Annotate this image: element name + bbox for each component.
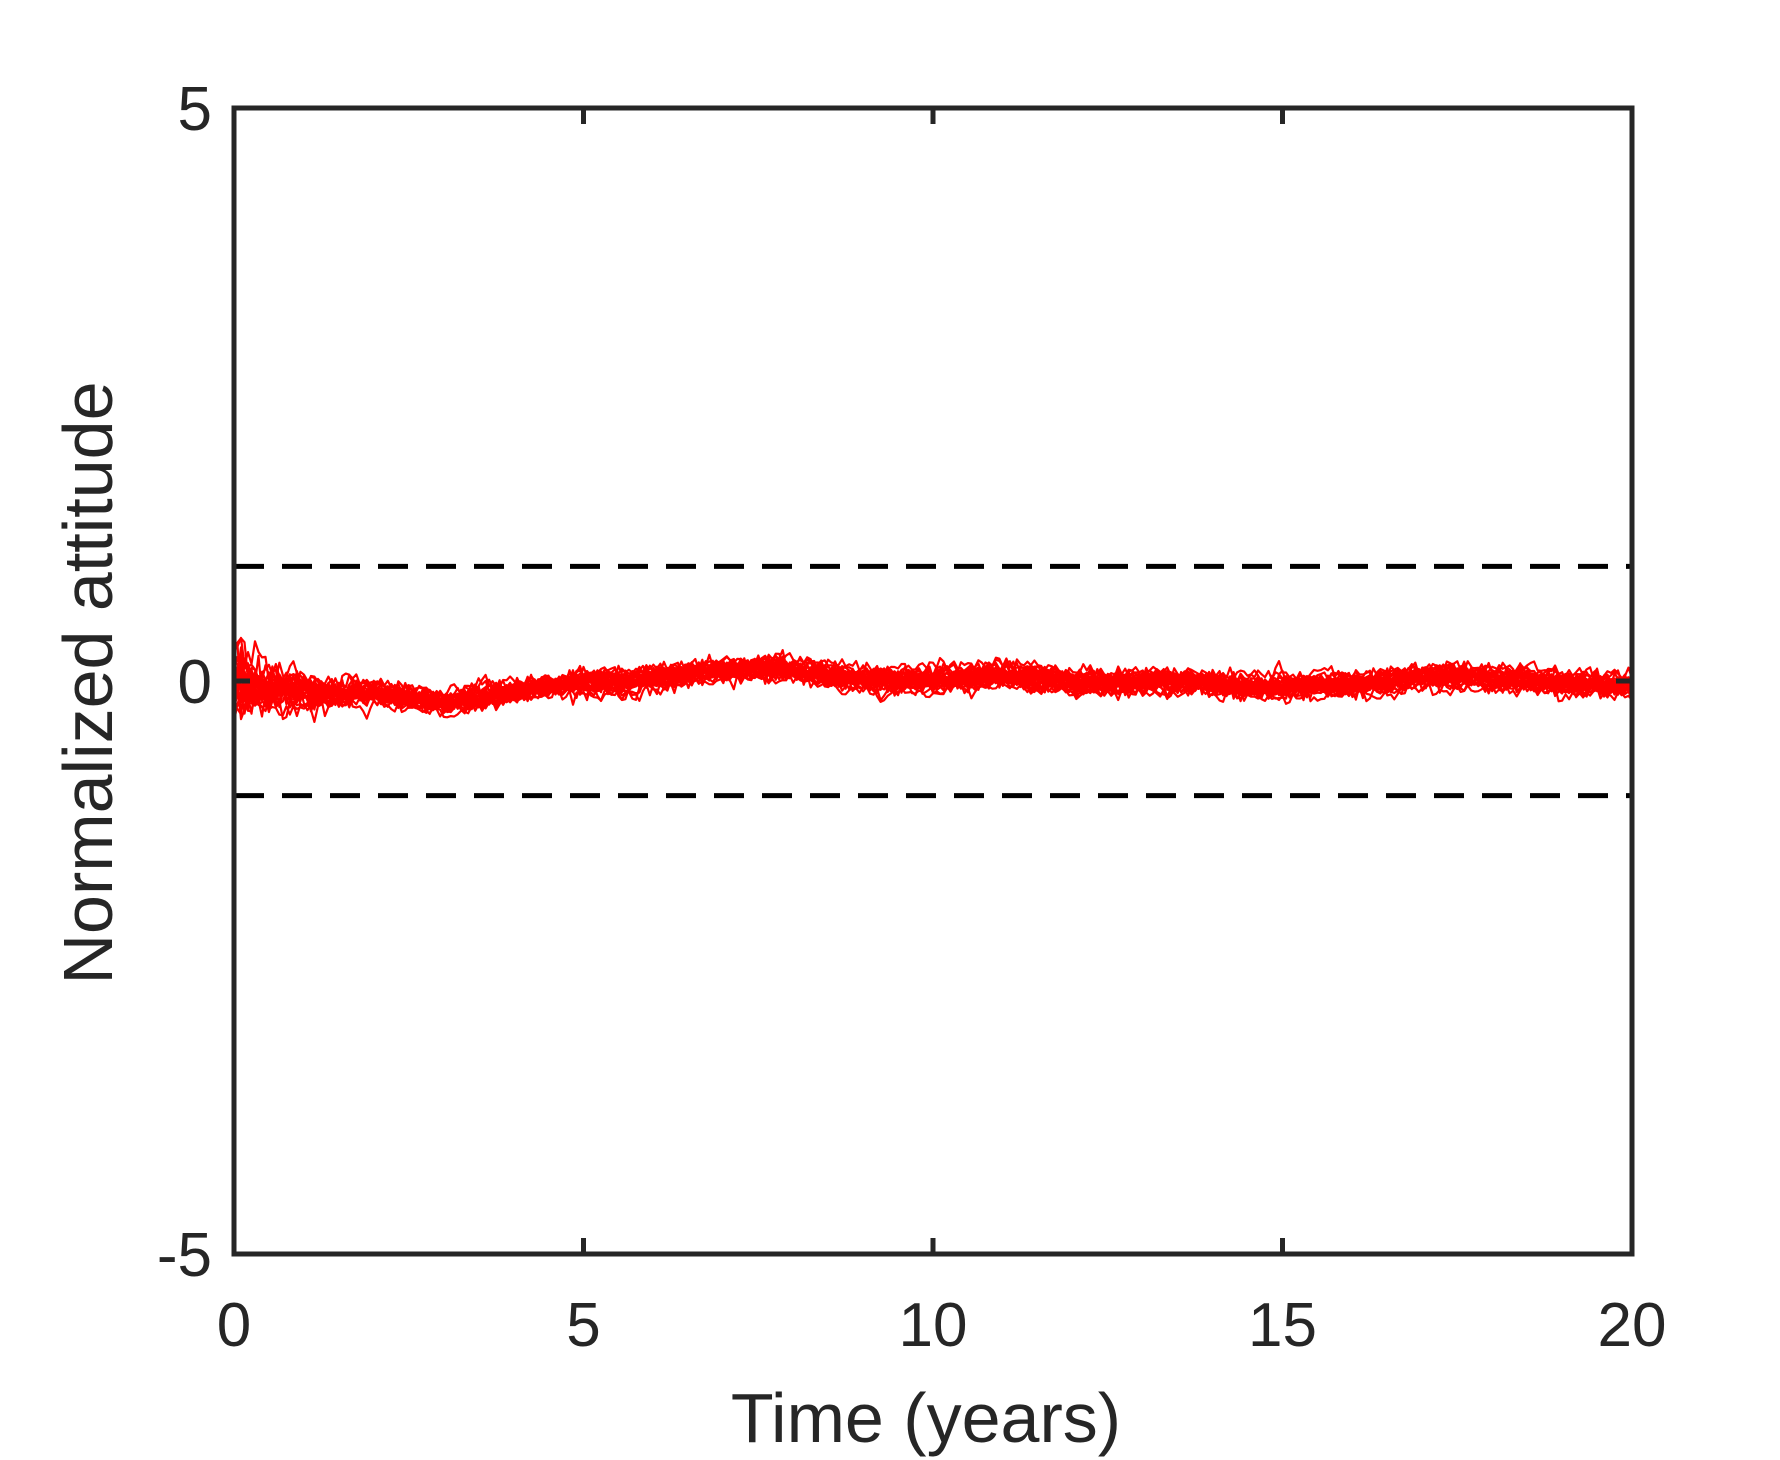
y-tick-label: 0 [178,648,212,717]
x-tick-label: 15 [1248,1291,1317,1360]
y-tick-label: -5 [157,1221,212,1290]
series-line [233,655,1633,713]
series-layer [232,636,1634,724]
series-line [233,660,1633,712]
y-axis-label: Normalized attitude [49,381,127,984]
x-tick-label: 0 [217,1291,251,1360]
x-tick-label: 20 [1598,1291,1667,1360]
series-line [232,655,1633,707]
y-tick-label: 5 [178,75,212,144]
series-line [232,663,1633,721]
axes-layer: 0 5 10 15 20-505 [157,75,1667,1360]
x-tick-label: 10 [899,1291,968,1360]
threshold-layer [234,563,1632,799]
x-axis-label: Time (years) [731,1379,1121,1457]
label-layer: Time (years) Normalized attitude [49,381,1121,1457]
x-tick-label: 5 [566,1291,600,1360]
